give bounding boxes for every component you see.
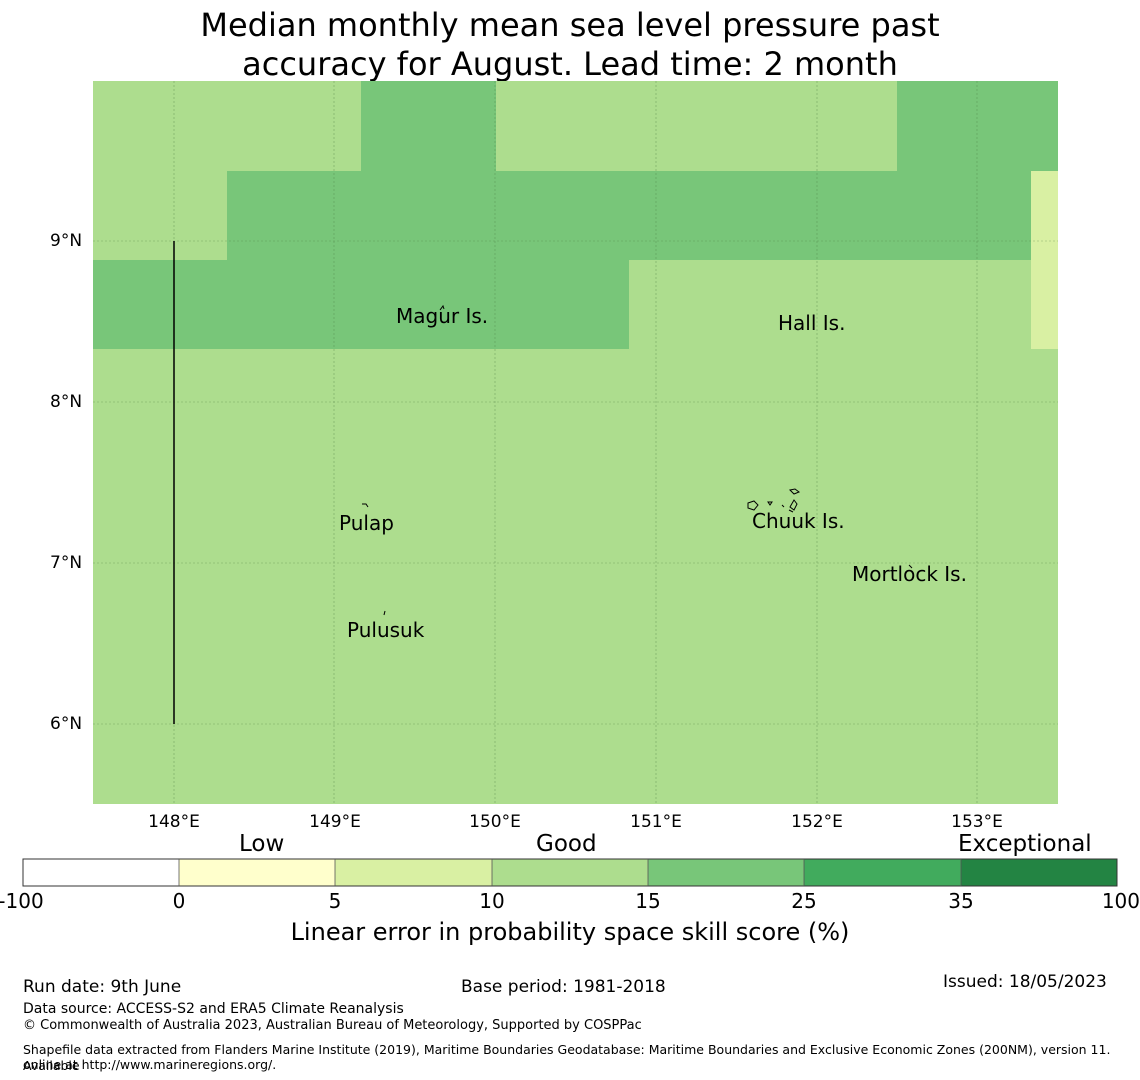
colorbar-category-exceptional: Exceptional <box>958 831 1092 857</box>
colorbar <box>22 858 1118 887</box>
colorbar-seg-25-35 <box>804 859 961 886</box>
place-label: Pulap <box>339 511 394 535</box>
grid-cell-low-edge <box>1031 171 1058 349</box>
shapefile-credit-1: Shapefile data extracted from Flanders M… <box>23 1042 1111 1073</box>
lon-tick-label: 152°E <box>791 812 843 832</box>
title-line-1: Median monthly mean sea level pressure p… <box>200 6 940 44</box>
colorbar-category-good: Good <box>536 831 597 857</box>
issued-date: Issued: 18/05/2023 <box>943 972 1107 992</box>
colorbar-seg-15-25 <box>648 859 804 886</box>
place-label: Magur Is. <box>396 304 489 328</box>
lat-tick-label: 9°N <box>50 231 83 251</box>
shapefile-credit-2: online at http://www.marineregions.org/. <box>23 1057 277 1072</box>
lon-tick-label: 151°E <box>630 812 682 832</box>
grid-cell-band-row2 <box>227 171 1031 260</box>
lat-tick-label: 8°N <box>50 392 83 412</box>
place-label: Hall Is. <box>778 311 846 335</box>
lat-tick-label: 7°N <box>50 553 83 573</box>
island-pulap <box>362 503 369 508</box>
colorbar-tick: 35 <box>948 889 974 913</box>
colorbar-tick: 5 <box>328 889 342 913</box>
colorbar-tick: 15 <box>635 889 661 913</box>
lat-tick-label: 6°N <box>50 714 83 734</box>
island-chuuk-atoll <box>747 488 801 513</box>
base-period: Base period: 1981-2018 <box>461 977 666 997</box>
island-magur <box>439 304 445 311</box>
colorbar-category-low: Low <box>239 831 285 857</box>
grid-cell-row3-left <box>93 260 629 349</box>
colorbar-seg-35-100 <box>961 859 1117 886</box>
colorbar-tick: 25 <box>791 889 817 913</box>
place-label: Mortlock Is. <box>852 562 967 586</box>
colorbar-seg-10-15 <box>492 859 648 886</box>
island-mortlock <box>908 564 913 569</box>
place-label: Pulusuk <box>347 618 425 642</box>
colorbar-label: Linear error in probability space skill … <box>290 918 850 946</box>
colorbar-seg-0-5 <box>179 859 335 886</box>
place-label: Chuuk Is. <box>752 509 845 533</box>
colorbar-tick: 0 <box>172 889 186 913</box>
lon-tick-label: 150°E <box>469 812 521 832</box>
colorbar-tick: 10 <box>479 889 505 913</box>
run-date: Run date: 9th June <box>23 977 182 997</box>
colorbar-tick: -100 <box>0 889 44 913</box>
colorbar-seg-5-10 <box>335 859 492 886</box>
skill-grid <box>93 81 1058 804</box>
colorbar-frame <box>22 858 1118 887</box>
grid-cell-top-right <box>897 81 1058 171</box>
map-title: Median monthly mean sea level pressure p… <box>0 6 1140 84</box>
grid-cell-top-mid <box>361 81 496 171</box>
lon-tick-label: 149°E <box>309 812 361 832</box>
lon-tick-label: 148°E <box>148 812 200 832</box>
island-shapes <box>362 304 913 616</box>
copyright: © Commonwealth of Australia 2023, Austra… <box>23 1018 642 1033</box>
island-pulusuk <box>383 610 386 616</box>
colorbar-tick: 100 <box>1101 889 1140 913</box>
title-line-2: accuracy for August. Lead time: 2 month <box>242 45 898 83</box>
colorbar-seg-neg <box>23 859 179 886</box>
lon-tick-label: 153°E <box>951 812 1003 832</box>
data-source: Data source: ACCESS-S2 and ERA5 Climate … <box>23 1001 404 1017</box>
